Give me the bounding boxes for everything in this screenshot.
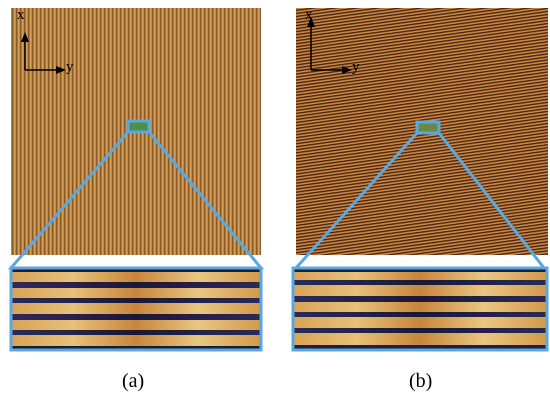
panel-b-x-axis-label: x: [305, 7, 313, 23]
panel-a-zoom-view: [9, 266, 263, 352]
panel-b-zoom-view: [291, 266, 549, 352]
panel-a-caption: (a): [122, 370, 145, 392]
panel-b-caption: (b): [409, 370, 433, 392]
y-axis-arrow-icon: [342, 66, 352, 74]
x-axis-arrow-icon: [21, 32, 29, 42]
panel-a: [7, 8, 265, 352]
panel-a-y-axis-label: y: [66, 59, 74, 75]
panel-b-axes: [307, 17, 352, 74]
panel-a-axes: [21, 32, 66, 74]
panel-a-x-axis-label: x: [17, 7, 25, 23]
x-axis-arrow-icon: [307, 17, 315, 27]
y-axis-arrow-icon: [56, 66, 66, 74]
panel-a-zoom-source: [126, 119, 151, 134]
panel-b: [291, 8, 549, 352]
panel-b-y-axis-label: y: [352, 59, 360, 75]
panel-b-zoom-source: [415, 120, 441, 135]
